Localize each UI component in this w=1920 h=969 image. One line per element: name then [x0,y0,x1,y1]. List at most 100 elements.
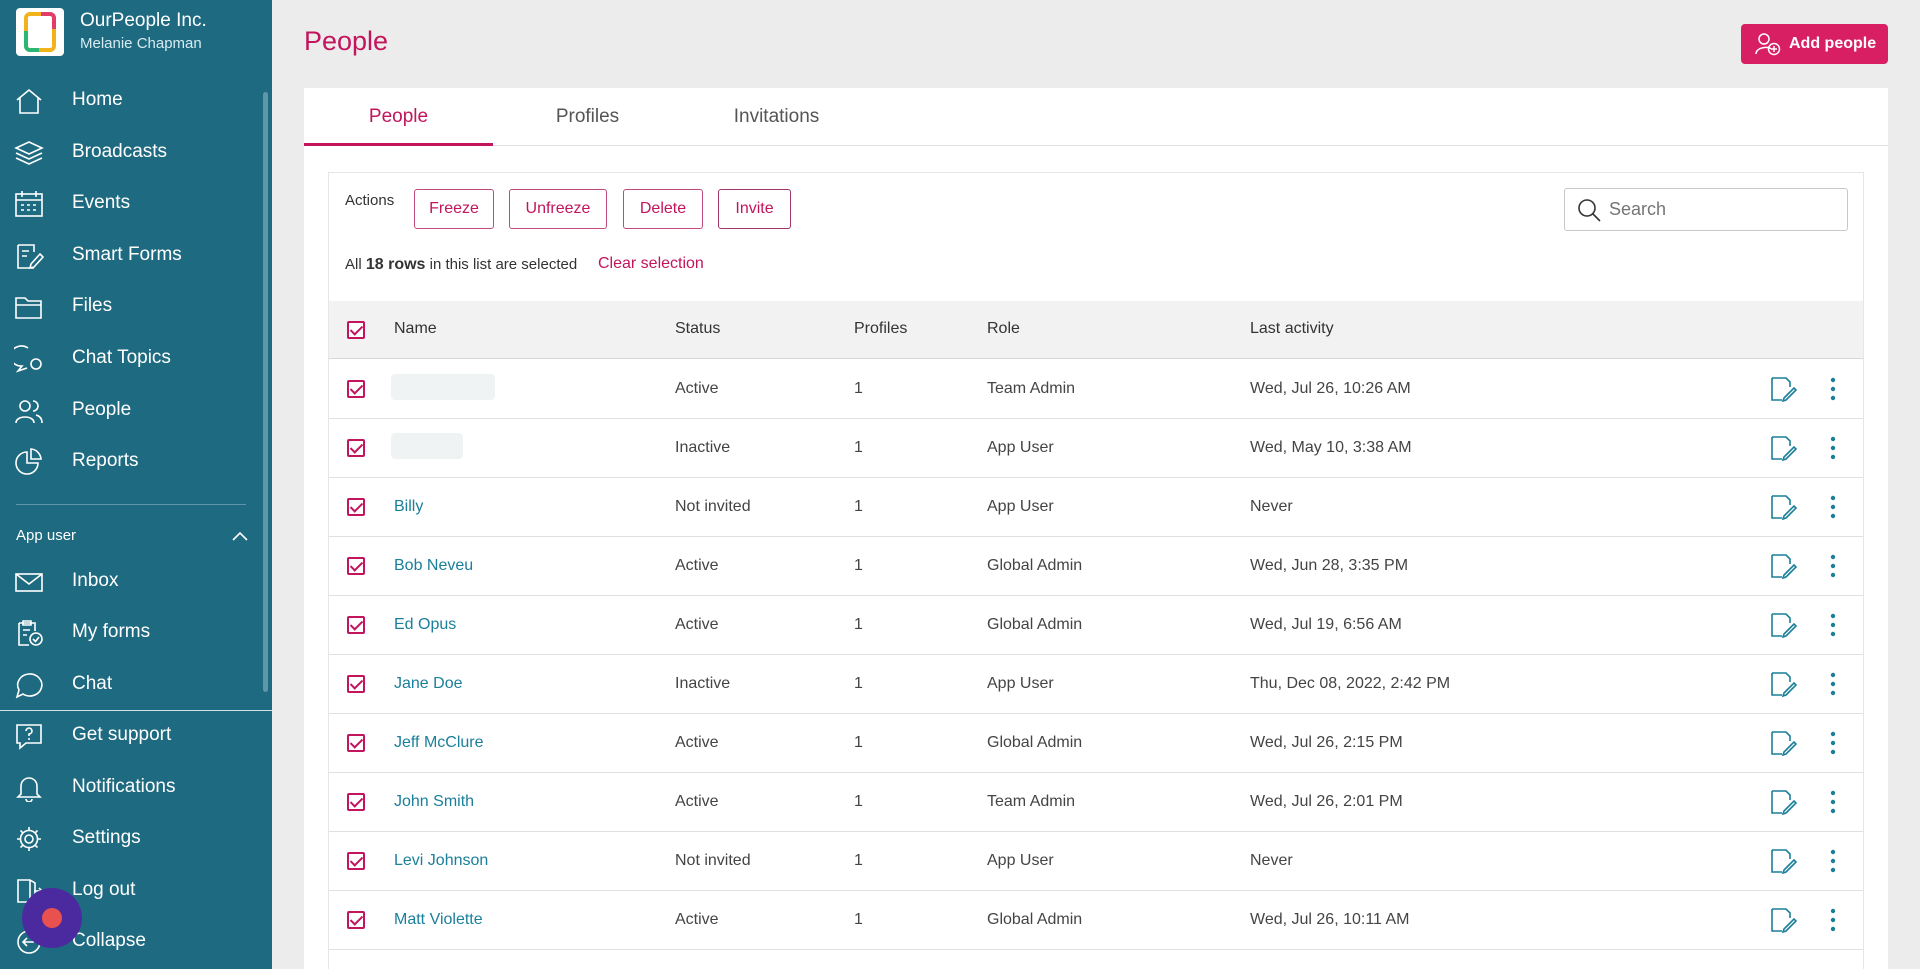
row-checkbox[interactable] [347,675,365,693]
table-row[interactable]: Jane Doe Inactive 1 App User Thu, Dec 08, 20… [329,655,1863,714]
sidebar-scrollbar[interactable] [263,92,268,692]
person-name-link[interactable]: Billy [394,498,424,515]
sidebar-item-chat[interactable]: Chat [0,662,260,706]
column-header-last-activity[interactable]: Last activity [1250,320,1334,337]
delete-button[interactable]: Delete [623,189,703,229]
search-input[interactable] [1609,199,1829,220]
person-name-link[interactable]: Matt Violette [394,911,483,928]
more-options-icon[interactable] [1829,494,1837,520]
edit-icon[interactable] [1769,612,1797,638]
sidebar-item-reports[interactable]: Reports [0,439,260,483]
sidebar-item-label: Settings [72,827,141,848]
edit-icon[interactable] [1769,553,1797,579]
more-options-icon[interactable] [1829,730,1837,756]
person-name-link[interactable]: Levi Johnson [394,852,489,869]
sidebar-item-label: Smart Forms [72,244,182,265]
table-row[interactable]: Active 1 Team Admin Wed, Jul 26, 10:26 AM [329,360,1863,419]
table-row[interactable]: Matt Violette Active 1 Global Admin Wed, Jul… [329,891,1863,950]
role-cell: Global Admin [987,557,1083,574]
add-people-button[interactable]: Add people [1741,24,1888,64]
more-options-icon[interactable] [1829,376,1837,402]
more-options-icon[interactable] [1829,553,1837,579]
sidebar-item-smart-forms[interactable]: Smart Forms [0,233,260,277]
role-cell: App User [987,852,1054,869]
column-header-status[interactable]: Status [675,320,721,337]
more-options-icon[interactable] [1829,435,1837,461]
column-header-name[interactable]: Name [394,320,437,337]
person-name-link[interactable]: Jane Doe [394,675,463,692]
sidebar-item-settings[interactable]: Settings [0,816,260,860]
edit-icon[interactable] [1769,671,1797,697]
row-checkbox[interactable] [347,439,365,457]
tab-invitations[interactable]: Invitations [733,106,820,127]
more-options-icon[interactable] [1829,612,1837,638]
unfreeze-button[interactable]: Unfreeze [509,189,607,229]
last-activity-cell: Wed, Jul 26, 2:15 PM [1250,734,1403,751]
status-cell: Inactive [675,439,731,456]
role-cell: Team Admin [987,793,1076,810]
more-options-icon[interactable] [1829,789,1837,815]
freeze-button[interactable]: Freeze [414,189,494,229]
sidebar-item-inbox[interactable]: Inbox [0,559,260,603]
table-row[interactable]: Jeff McClure Active 1 Global Admin Wed, Jul … [329,714,1863,773]
row-checkbox[interactable] [347,616,365,634]
status-cell: Active [675,616,719,633]
sidebar-item-label: Files [72,295,113,316]
edit-icon[interactable] [1769,789,1797,815]
row-checkbox[interactable] [347,793,365,811]
table-row[interactable]: Ed Opus Active 1 Global Admin Wed, Jul 19, 6… [329,596,1863,655]
row-checkbox[interactable] [347,380,365,398]
sidebar-item-people[interactable]: People [0,388,260,432]
table-row[interactable]: Bob Neveu Active 1 Global Admin Wed, Jun 28,… [329,537,1863,596]
invite-button[interactable]: Invite [718,189,791,229]
role-cell: App User [987,498,1054,515]
table-row[interactable]: Inactive 1 App User Wed, May 10, 3:38 AM [329,419,1863,478]
person-name-link[interactable]: Jeff McClure [394,734,484,751]
sidebar-item-chat-topics[interactable]: Chat Topics [0,336,260,380]
table-row[interactable]: John Smith Active 1 Team Admin Wed, Jul 26, … [329,773,1863,832]
sidebar-item-files[interactable]: Files [0,284,260,328]
row-checkbox[interactable] [347,911,365,929]
row-checkbox[interactable] [347,734,365,752]
column-header-profiles[interactable]: Profiles [854,320,908,337]
profiles-cell: 1 [854,852,863,869]
more-options-icon[interactable] [1829,671,1837,697]
edit-icon[interactable] [1769,435,1797,461]
row-checkbox[interactable] [347,498,365,516]
table-row[interactable]: Billy Not invited 1 App User Never [329,478,1863,537]
select-all-checkbox[interactable] [347,321,365,339]
sidebar-item-notifications[interactable]: Notifications [0,765,260,809]
record-widget-button[interactable] [22,888,82,948]
person-name-link[interactable]: Bob Neveu [394,557,474,574]
sidebar-item-get-support[interactable]: Get support [0,713,260,757]
more-options-icon[interactable] [1829,907,1837,933]
search-box[interactable] [1564,188,1848,231]
sidebar-item-broadcasts[interactable]: Broadcasts [0,130,260,174]
tab-people[interactable]: People [304,88,493,146]
row-checkbox[interactable] [347,852,365,870]
edit-icon[interactable] [1769,494,1797,520]
person-name-link[interactable]: John Smith [394,793,475,810]
section-label: App user [16,527,77,544]
org-name: OurPeople Inc. [80,10,207,31]
app-user-section-toggle[interactable]: App user [16,527,248,544]
table-row[interactable]: Levi Johnson Not invited 1 App User Never [329,832,1863,891]
edit-icon[interactable] [1769,376,1797,402]
redacted-name[interactable] [391,433,463,459]
edit-icon[interactable] [1769,730,1797,756]
edit-icon[interactable] [1769,848,1797,874]
edit-icon[interactable] [1769,907,1797,933]
status-cell: Not invited [675,852,751,869]
sidebar-item-my-forms[interactable]: My forms [0,610,260,654]
person-name-link[interactable]: Ed Opus [394,616,457,633]
tab-profiles[interactable]: Profiles [555,106,620,127]
sidebar-item-events[interactable]: Events [0,181,260,225]
clear-selection-link[interactable]: Clear selection [598,255,704,272]
last-activity-cell: Thu, Dec 08, 2022, 2:42 PM [1250,675,1451,692]
org-header[interactable]: OurPeople Inc. Melanie Chapman [0,0,272,64]
redacted-name[interactable] [391,374,495,400]
sidebar-item-home[interactable]: Home [0,78,260,122]
row-checkbox[interactable] [347,557,365,575]
column-header-role[interactable]: Role [987,320,1020,337]
more-options-icon[interactable] [1829,848,1837,874]
